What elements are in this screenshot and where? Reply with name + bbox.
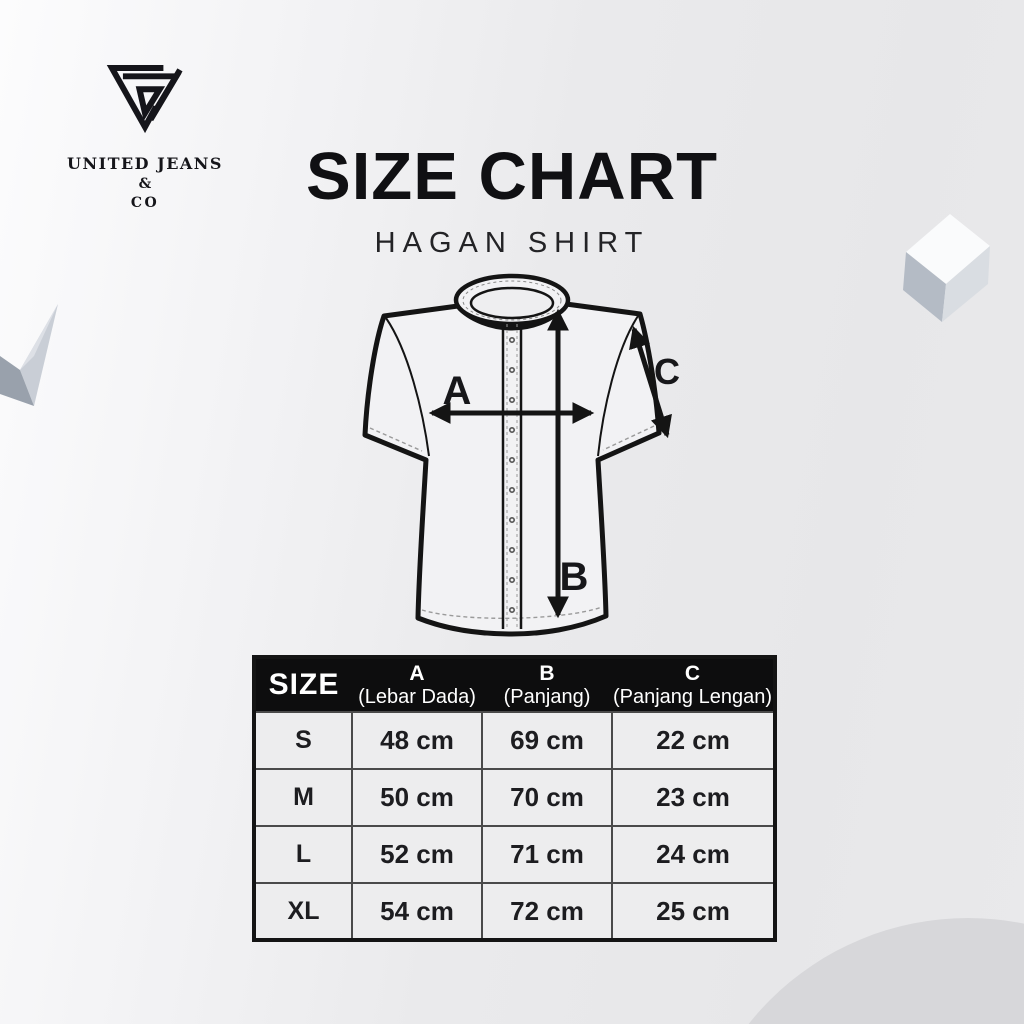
- table-header-row: SIZE A (Lebar Dada) B (Panjang) C (Panja…: [254, 657, 775, 712]
- cell-length: 69 cm: [481, 711, 613, 770]
- column-header-a: A (Lebar Dada): [352, 657, 482, 712]
- cell-sleeve: 22 cm: [611, 711, 776, 770]
- page-title: SIZE CHART: [306, 139, 718, 214]
- table-row: XL 54 cm 72 cm 25 cm: [253, 882, 776, 941]
- label-c: C: [654, 351, 680, 392]
- triangle-logo-icon: [106, 65, 183, 134]
- cell-chest: 50 cm: [351, 768, 483, 827]
- cell-size: L: [253, 825, 353, 884]
- cell-chest: 48 cm: [351, 711, 483, 770]
- brand-name-line3: CO: [130, 195, 160, 211]
- cell-size: M: [253, 768, 353, 827]
- sleeve-arrow: [629, 325, 672, 439]
- cell-size: S: [253, 711, 353, 770]
- shirt-diagram: A B C: [352, 270, 704, 655]
- column-header-c: C (Panjang Lengan): [612, 657, 775, 712]
- cell-chest: 54 cm: [351, 882, 483, 941]
- page-subtitle: HAGAN SHIRT: [374, 227, 650, 259]
- cell-size: XL: [253, 882, 353, 941]
- brand-name-line1: UNITED JEANS: [67, 154, 223, 173]
- table-row: L 52 cm 71 cm 24 cm: [253, 825, 776, 884]
- brand-logo: UNITED JEANS & CO: [52, 60, 238, 211]
- column-header-b: B (Panjang): [482, 657, 612, 712]
- column-header-size: SIZE: [254, 657, 352, 712]
- shirt-illustration: A B C: [362, 273, 680, 637]
- cell-sleeve: 25 cm: [611, 882, 776, 941]
- cell-sleeve: 23 cm: [611, 768, 776, 827]
- cell-length: 72 cm: [481, 882, 613, 941]
- table-row: S 48 cm 69 cm 22 cm: [253, 711, 776, 770]
- title-block: SIZE CHART HAGAN SHIRT: [0, 141, 1024, 260]
- size-table: SIZE A (Lebar Dada) B (Panjang) C (Panja…: [252, 655, 777, 942]
- brand-name-line2: &: [138, 176, 152, 192]
- cell-length: 71 cm: [481, 825, 613, 884]
- label-a: A: [443, 369, 472, 413]
- shard-decoration: [0, 304, 58, 406]
- label-b: B: [560, 555, 589, 599]
- cell-length: 70 cm: [481, 768, 613, 827]
- table-row: M 50 cm 70 cm 23 cm: [253, 768, 776, 827]
- cell-chest: 52 cm: [351, 825, 483, 884]
- cell-sleeve: 24 cm: [611, 825, 776, 884]
